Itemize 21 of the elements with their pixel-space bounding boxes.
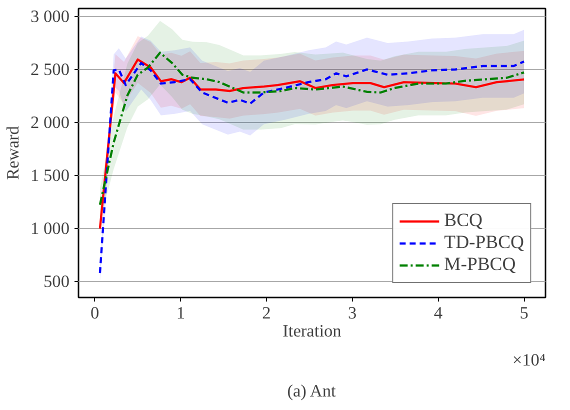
x-tick-label: 5 <box>520 304 528 322</box>
legend-label: BCQ <box>444 210 483 232</box>
line-series <box>98 52 526 206</box>
x-axis-title: Iteration <box>282 322 342 340</box>
y-tick-label: 500 <box>44 272 70 292</box>
y-axis-title: Reward <box>4 126 23 180</box>
y-tick-label: 2 500 <box>30 60 70 79</box>
y-tick-label: 1 000 <box>30 219 70 238</box>
x-tick-label: 0 <box>90 304 100 322</box>
y-tick-label: 3 000 <box>30 6 70 26</box>
text: ×10⁴ <box>512 350 546 370</box>
y-tick-label: 2 000 <box>30 113 70 132</box>
x-tick-label: 4 <box>434 304 443 322</box>
legend-label: M-PBCQ <box>444 254 516 276</box>
line-series <box>98 60 526 274</box>
x-tick-label: 2 <box>262 304 271 322</box>
legend-label: TD-PBCQ <box>444 232 524 254</box>
x-tick-label: 1 <box>176 304 185 322</box>
text: (a) Ant <box>287 382 336 400</box>
x-tick-label: 3 <box>348 304 357 322</box>
y-tick-label: 1 500 <box>30 166 70 186</box>
